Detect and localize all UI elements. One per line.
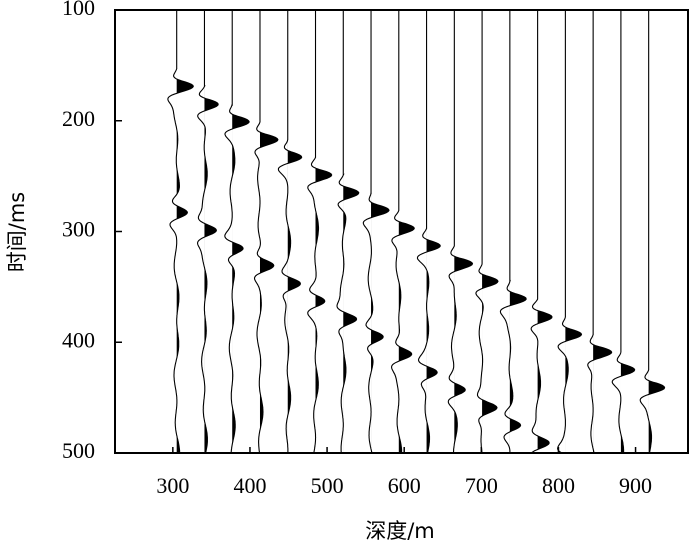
trace-fill [176, 68, 194, 453]
trace-fill [398, 210, 415, 453]
y-tick-label: 500 [62, 438, 95, 463]
trace-wiggle [639, 10, 666, 454]
trace-fill [593, 334, 612, 453]
x-tick-label: 900 [619, 473, 652, 498]
x-axis-label: 深度/m [365, 519, 435, 543]
trace-wiggle [253, 10, 279, 454]
trace-wiggle [447, 10, 474, 453]
trace-wiggle [277, 10, 303, 454]
trace-fill [509, 281, 527, 453]
x-tick-label: 500 [311, 473, 344, 498]
trace-wiggle [475, 10, 499, 454]
x-tick-label: 400 [233, 473, 266, 498]
trace-wiggle [611, 10, 636, 453]
trace-wiggle [557, 10, 583, 454]
trace-wiggle [167, 10, 194, 453]
y-tick-label: 200 [62, 106, 95, 131]
trace-fill [482, 263, 498, 453]
trace-wiggle [499, 10, 527, 454]
trace-wiggle [530, 10, 553, 454]
trace-fill [565, 316, 582, 453]
trace-wiggle [224, 10, 250, 453]
trace-fill [232, 104, 250, 453]
trace-fill [371, 192, 389, 453]
trace-fill [204, 86, 219, 454]
trace-fill [426, 228, 441, 453]
trace-wiggle [197, 10, 219, 454]
trace-wiggle [307, 10, 333, 454]
x-tick-label: 300 [156, 473, 189, 498]
x-tick-label: 700 [465, 473, 498, 498]
x-tick-label: 800 [542, 473, 575, 498]
trace-fill [537, 299, 552, 453]
y-axis-label: 时间/ms [5, 192, 29, 272]
trace-wiggle [336, 10, 360, 454]
trace-fill [648, 369, 665, 453]
trace-fill [315, 157, 332, 454]
x-tick-label: 600 [388, 473, 421, 498]
y-tick-label: 300 [62, 217, 95, 242]
y-tick-label: 400 [62, 327, 95, 352]
trace-wiggle [362, 10, 390, 454]
trace-wiggle [587, 10, 613, 454]
trace-fill [620, 352, 635, 453]
trace-wiggle [391, 10, 415, 453]
y-tick-label: 100 [62, 0, 95, 20]
trace-wiggle [416, 10, 441, 454]
trace-fill [343, 175, 359, 453]
